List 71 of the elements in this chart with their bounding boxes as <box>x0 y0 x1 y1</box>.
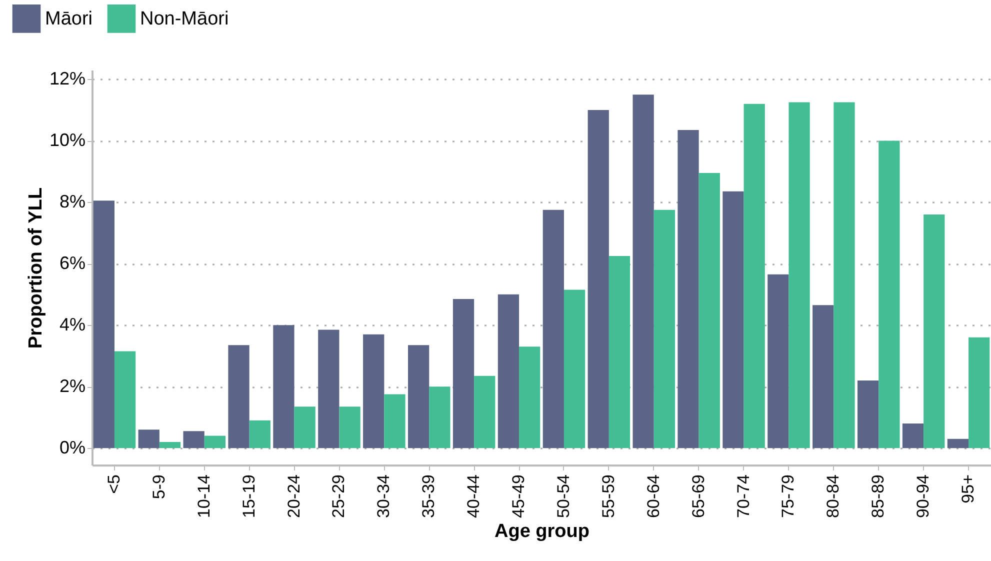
bar <box>902 424 924 448</box>
x-tick-label: 25-29 <box>329 474 348 518</box>
bar <box>608 256 630 448</box>
x-axis-title: Age group <box>494 520 590 542</box>
x-tick-label: 75-79 <box>778 474 798 518</box>
bar <box>159 442 181 448</box>
bar <box>564 290 586 448</box>
x-tick-label: 30-34 <box>374 474 394 518</box>
bar <box>273 325 294 448</box>
bar <box>183 431 204 448</box>
x-tick-label: <5 <box>104 474 124 494</box>
x-tick-label: 35-39 <box>419 474 438 518</box>
bar <box>429 386 450 448</box>
y-tick-label: 0% <box>59 438 86 458</box>
bar <box>947 438 969 448</box>
x-tick-label: 85-89 <box>868 474 888 518</box>
bar <box>363 334 384 448</box>
bar <box>744 104 765 448</box>
y-tick-label: 10% <box>49 130 86 150</box>
legend-label: Non-Māori <box>140 8 229 30</box>
bar <box>498 294 520 448</box>
bar <box>474 376 496 448</box>
x-tick-label: 80-84 <box>824 474 843 518</box>
bar <box>294 406 316 448</box>
bar <box>138 430 160 448</box>
bar <box>588 110 609 448</box>
y-tick-label: 8% <box>59 192 86 212</box>
x-tick-label: 55-59 <box>598 474 618 518</box>
bar <box>519 346 540 448</box>
bar <box>318 330 340 448</box>
x-tick-label: 95+ <box>958 474 978 504</box>
x-tick-label: 60-64 <box>644 474 663 518</box>
bar <box>968 337 990 448</box>
x-tick-label: 40-44 <box>464 474 484 518</box>
bar <box>678 130 699 448</box>
bar <box>249 420 270 448</box>
bar <box>339 406 360 448</box>
bar <box>698 172 720 448</box>
x-tick-label: 15-19 <box>239 474 258 518</box>
x-tick-label: 65-69 <box>688 474 708 518</box>
bar <box>834 102 855 448</box>
x-tick-label: 45-49 <box>509 474 528 518</box>
bar <box>654 210 675 448</box>
bar <box>93 200 114 448</box>
y-tick-label: 12% <box>49 68 86 89</box>
bar <box>768 274 789 448</box>
x-tick-label: 5-9 <box>149 474 168 500</box>
bar <box>452 299 474 448</box>
y-axis-title: Proportion of YLL <box>25 187 46 349</box>
y-tick-label: 6% <box>59 253 86 274</box>
bar <box>878 140 900 448</box>
legend-label: Māori <box>45 8 93 30</box>
x-tick-label: 50-54 <box>554 474 573 518</box>
x-tick-label: 10-14 <box>194 474 214 518</box>
bar <box>812 305 834 448</box>
bar <box>228 345 250 448</box>
x-tick-label: 70-74 <box>734 474 753 518</box>
bar <box>788 102 810 448</box>
bar <box>858 380 879 448</box>
bar <box>384 394 406 448</box>
bar <box>408 345 430 448</box>
bar <box>204 436 226 448</box>
y-tick-label: 4% <box>59 314 86 335</box>
bar <box>542 210 564 448</box>
bar <box>632 94 654 448</box>
bar <box>924 214 945 448</box>
x-tick-label: 90-94 <box>914 474 933 518</box>
bar <box>722 191 744 448</box>
x-tick-label: 20-24 <box>284 474 304 518</box>
bar <box>114 351 136 448</box>
y-tick-label: 2% <box>59 376 86 396</box>
